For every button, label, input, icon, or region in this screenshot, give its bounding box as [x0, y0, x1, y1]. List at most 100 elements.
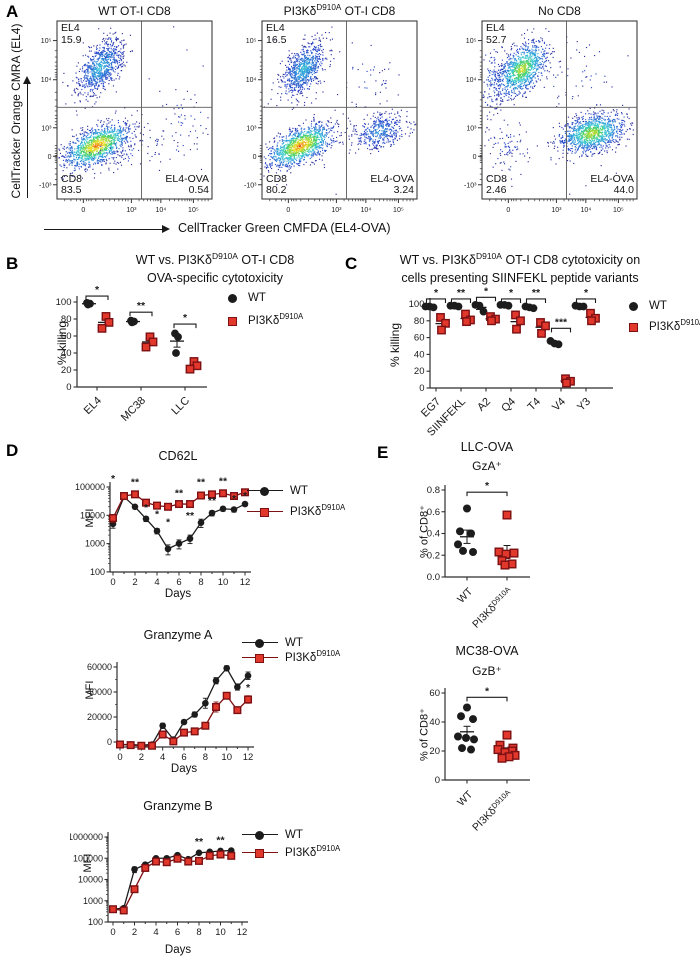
svg-text:10³: 10³: [551, 207, 562, 214]
flow-plot-title: No CD8: [538, 4, 581, 18]
svg-text:20: 20: [414, 366, 425, 377]
quadrant-label-cd8: CD8 80.2: [266, 172, 288, 197]
mc38-ova-title: MC38-OVA: [455, 644, 519, 658]
svg-text:10⁵: 10⁵: [41, 38, 52, 45]
svg-text:0: 0: [473, 154, 477, 161]
svg-text:4: 4: [154, 577, 159, 588]
quadrant-label-el4: EL4 15.9: [61, 22, 82, 46]
flow-axes-overlay: 10⁵ 10⁴ 10³ 0 -10³ 0 10³ 10⁴ 10⁵: [39, 20, 213, 214]
svg-text:2: 2: [132, 927, 137, 938]
svg-text:100: 100: [90, 567, 105, 577]
quadrant-label-el4: EL4 16.5: [266, 22, 287, 46]
svg-text:10³: 10³: [41, 125, 52, 132]
svg-text:PI3KδD910A: PI3KδD910A: [469, 787, 516, 834]
legend-item-wt: WT: [629, 300, 700, 312]
svg-text:20000: 20000: [87, 712, 112, 722]
legend-item-mutant: PI3KδD910A: [629, 319, 700, 333]
flow-plot-title: PI3KδD910A OT-I CD8: [283, 3, 396, 18]
panel-b-label: B: [6, 254, 19, 273]
svg-text:*: *: [183, 312, 188, 324]
svg-text:0: 0: [419, 383, 424, 394]
svg-text:100: 100: [56, 297, 72, 308]
svg-text:***: ***: [555, 316, 568, 328]
legend-item-mutant: PI3KδD910A: [242, 650, 340, 664]
svg-text:**: **: [186, 510, 195, 522]
svg-text:40: 40: [61, 348, 72, 359]
svg-text:100: 100: [409, 299, 425, 310]
panel-a-label: A: [6, 2, 19, 21]
svg-text:PI3KδD910A: PI3KδD910A: [469, 584, 516, 631]
flow-density-dots: [262, 21, 417, 199]
svg-text:*: *: [166, 517, 171, 529]
svg-text:0.4: 0.4: [427, 529, 440, 540]
legend-item-wt: WT: [242, 829, 340, 841]
svg-text:2: 2: [139, 752, 144, 763]
mutant-square-marker-icon: [629, 322, 638, 332]
flow-y-axis-label: CellTracker Orange CMRA (EL4): [9, 23, 23, 199]
svg-text:**: **: [175, 487, 184, 499]
svg-text:4: 4: [160, 752, 165, 763]
svg-text:1000000: 1000000: [70, 832, 103, 842]
svg-text:1000: 1000: [83, 896, 103, 906]
svg-text:**: **: [216, 834, 225, 846]
svg-text:0: 0: [110, 577, 115, 588]
legend-item-mutant: PI3KδD910A: [247, 504, 345, 518]
svg-text:WT: WT: [455, 788, 475, 808]
svg-text:12: 12: [237, 927, 248, 938]
svg-text:EL4: EL4: [82, 395, 104, 417]
svg-text:0: 0: [435, 775, 440, 786]
svg-text:0: 0: [117, 752, 122, 763]
flow-plot-pi3kd-oti-cd8: PI3KδD910A OT-I CD8 10⁵ 10⁴ 10³ 0 -10³ 0 10³ 10…: [244, 3, 418, 214]
panel-b-title-line2: OVA-specific cytotoxicity: [147, 271, 283, 285]
svg-text:60: 60: [61, 331, 72, 342]
svg-text:100: 100: [88, 917, 103, 927]
legend-item-mutant: PI3KδD910A: [242, 845, 340, 859]
svg-text:-10³: -10³: [464, 182, 477, 189]
flow-axes-overlay: 10⁵ 10⁴ 10³ 0 -10³ 0 10³ 10⁴ 10⁵: [464, 20, 638, 214]
svg-text:100000: 100000: [73, 853, 103, 863]
svg-text:10⁵: 10⁵: [393, 207, 404, 214]
svg-text:*: *: [155, 508, 160, 520]
svg-text:10³: 10³: [331, 207, 342, 214]
svg-text:0.2: 0.2: [427, 550, 440, 561]
mc38-ova-subtitle: GzB⁺: [472, 664, 502, 678]
svg-text:12: 12: [240, 577, 251, 588]
flow-axes-overlay: 10⁵ 10⁴ 10³ 0 -10³ 0 10³ 10⁴ 10⁵: [244, 20, 418, 214]
svg-text:8: 8: [203, 752, 208, 763]
cd62l-x-axis-label: Days: [164, 588, 192, 600]
svg-text:0: 0: [107, 737, 112, 747]
panel-b-title-line1: WT vs. PI3KδD910A OT-I CD8: [135, 250, 295, 267]
svg-text:6: 6: [175, 927, 180, 938]
mutant-square-marker-icon: [255, 654, 264, 663]
svg-text:**: **: [532, 287, 541, 299]
svg-text:*: *: [584, 287, 589, 299]
svg-text:*: *: [243, 490, 248, 502]
quadrant-label-el4-ova: EL4-OVA 0.54: [165, 172, 209, 197]
svg-text:10⁴: 10⁴: [155, 207, 166, 214]
svg-text:0.6: 0.6: [427, 507, 440, 518]
svg-text:0.0: 0.0: [427, 572, 440, 583]
x-axis-arrowhead-icon: [162, 224, 170, 233]
svg-text:10⁵: 10⁵: [188, 207, 199, 214]
flow-density-dots: [482, 21, 637, 199]
svg-text:*: *: [484, 286, 489, 297]
svg-text:0: 0: [253, 154, 257, 161]
svg-text:1000: 1000: [85, 539, 105, 549]
panel-b-legend: WT PI3KδD910A: [228, 292, 303, 327]
llc-ova-title: LLC-OVA: [460, 440, 514, 454]
svg-text:10³: 10³: [246, 125, 257, 132]
legend-item-mutant: PI3KδD910A: [228, 313, 303, 327]
wt-circle-marker-icon: [255, 638, 264, 648]
svg-text:10³: 10³: [126, 207, 137, 214]
svg-text:10⁵: 10⁵: [466, 38, 477, 45]
mutant-square-marker-icon: [260, 508, 269, 517]
svg-text:*: *: [111, 473, 116, 485]
granzyme-a-title: Granzyme A: [143, 628, 213, 642]
quadrant-label-el4-ova: EL4-OVA 3.24: [370, 172, 414, 197]
granzyme-b-title: Granzyme B: [143, 799, 213, 813]
